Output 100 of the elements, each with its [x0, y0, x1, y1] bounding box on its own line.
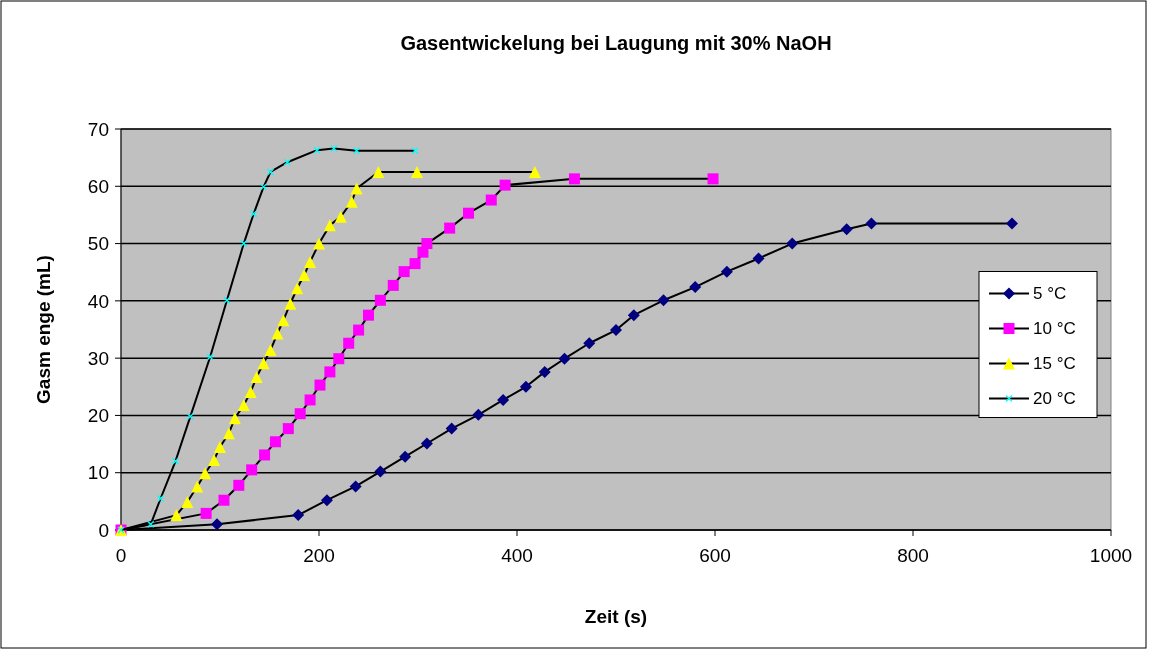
- point: [170, 509, 183, 522]
- point: [720, 265, 733, 278]
- point: [320, 494, 333, 507]
- x-tick-label: 400: [501, 545, 533, 566]
- point: [323, 219, 336, 232]
- point: [610, 324, 622, 337]
- point: [264, 344, 277, 357]
- point: [519, 380, 532, 393]
- point: [314, 379, 326, 391]
- x-tick-label: 800: [897, 545, 929, 566]
- point: [374, 294, 386, 306]
- point: [840, 223, 853, 236]
- point: [398, 266, 410, 278]
- point: [222, 427, 235, 440]
- legend-label: 15 °C: [1033, 354, 1076, 374]
- point: [291, 282, 304, 295]
- point: [211, 518, 224, 531]
- point: [294, 408, 306, 420]
- y-axis-title: Gasm enge (mL): [33, 255, 54, 404]
- point: [350, 182, 363, 195]
- x-tick-label: 0: [115, 545, 127, 566]
- point: [237, 399, 250, 412]
- point: [244, 385, 257, 398]
- point: [411, 147, 419, 155]
- point: [627, 309, 640, 322]
- point: [409, 258, 421, 270]
- point: [387, 279, 399, 291]
- point: [223, 296, 231, 304]
- point: [363, 309, 374, 321]
- point: [181, 495, 194, 508]
- point: [445, 422, 458, 435]
- point: [304, 394, 316, 406]
- y-tick-label: 10: [87, 462, 109, 484]
- point: [349, 480, 362, 493]
- point: [304, 255, 317, 268]
- y-tick-label: 40: [87, 290, 109, 312]
- point: [313, 237, 325, 250]
- point: [200, 507, 212, 519]
- point: [1006, 217, 1018, 230]
- point: [707, 173, 719, 185]
- point: [240, 239, 248, 248]
- legend-label: 5 °C: [1033, 284, 1067, 304]
- point: [538, 365, 551, 378]
- point: [271, 327, 284, 340]
- point: [485, 194, 497, 206]
- point: [191, 480, 204, 493]
- point: [259, 449, 271, 461]
- point: [399, 450, 412, 463]
- point: [313, 146, 321, 154]
- point: [292, 509, 305, 522]
- point: [334, 210, 347, 223]
- point: [186, 412, 194, 421]
- point: [657, 294, 670, 307]
- point: [206, 353, 214, 361]
- y-tick-label: 0: [98, 519, 109, 541]
- point: [228, 412, 241, 425]
- point: [752, 252, 765, 265]
- point: [528, 165, 541, 178]
- point: [277, 314, 290, 327]
- point: [568, 173, 580, 185]
- point: [250, 210, 258, 218]
- y-tick-label: 50: [87, 233, 109, 255]
- point: [257, 357, 270, 370]
- x-tick-label: 1000: [1089, 545, 1133, 566]
- y-tick-label: 20: [87, 405, 109, 427]
- point: [233, 479, 245, 491]
- x-tick-label: 600: [699, 545, 731, 566]
- point: [865, 217, 878, 230]
- point: [497, 393, 510, 406]
- point: [259, 183, 268, 191]
- point: [444, 222, 456, 234]
- point: [266, 168, 275, 176]
- point: [353, 324, 365, 336]
- legend-label: 10 °C: [1033, 319, 1076, 339]
- point: [345, 195, 358, 208]
- y-tick-label: 60: [87, 175, 109, 197]
- point: [374, 465, 387, 478]
- y-tick-label: 70: [87, 118, 109, 140]
- point: [199, 467, 212, 480]
- point: [218, 494, 230, 506]
- x-axis-title: Zeit (s): [584, 606, 648, 627]
- point: [372, 165, 385, 178]
- point: [343, 337, 355, 349]
- y-tick-label: 30: [87, 347, 109, 369]
- point: [214, 440, 226, 453]
- point: [421, 238, 433, 250]
- point: [282, 423, 294, 435]
- point: [462, 207, 474, 219]
- point: [324, 366, 336, 378]
- chart-title: Gasentwickelung bei Laugung mit 30% NaOH: [400, 32, 832, 54]
- point: [352, 147, 361, 155]
- point: [583, 337, 596, 350]
- point: [171, 457, 180, 465]
- point: [250, 371, 263, 384]
- point: [411, 165, 424, 178]
- point: [689, 281, 702, 294]
- point: [330, 144, 338, 153]
- point: [283, 158, 291, 166]
- point: [786, 237, 799, 250]
- x-tick-label: 200: [303, 545, 335, 566]
